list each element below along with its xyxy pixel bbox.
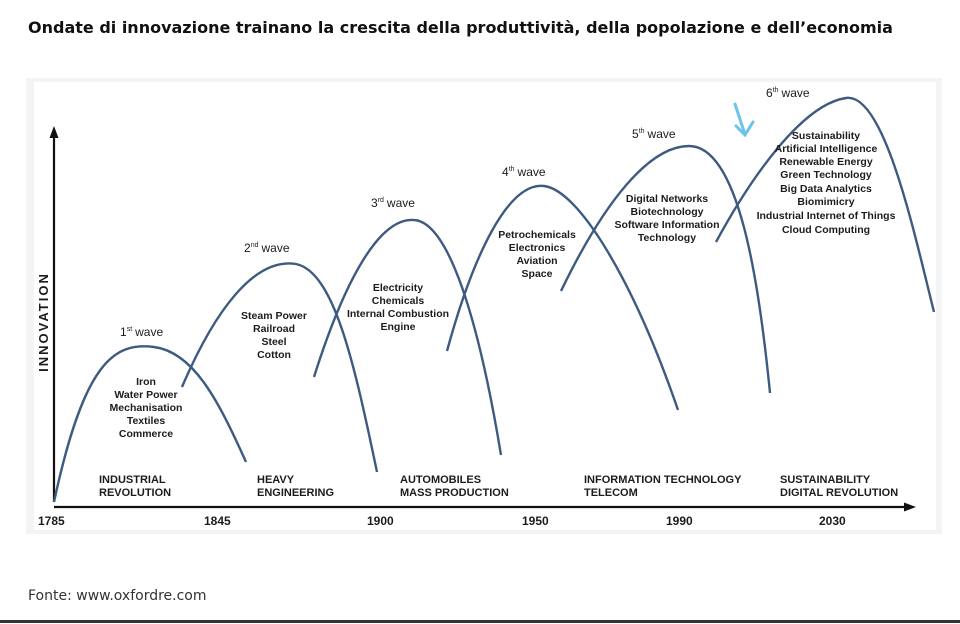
technology-item: Sustainability — [792, 130, 860, 142]
wave-3-label: 3rd wave — [371, 196, 415, 210]
technology-item: Commerce — [119, 428, 173, 440]
year-label: 2030 — [819, 514, 846, 528]
year-label: 1845 — [204, 514, 231, 528]
era-label: AUTOMOBILES — [400, 474, 481, 486]
figure-canvas: INNOVATION 1st wave 2nd wave 3rd wave 4th wa… — [34, 82, 936, 530]
technology-item: Steel — [261, 336, 286, 348]
technology-item: Biomimicry — [797, 196, 854, 208]
era-label: MASS PRODUCTION — [400, 487, 509, 499]
era-label: HEAVY — [257, 474, 295, 486]
technology-item: Aviation — [516, 255, 557, 267]
wave-2-technologies: Steam Power Railroad Steel Cotton — [241, 310, 307, 361]
wave-2-label: 2nd wave — [244, 241, 290, 255]
wave-5-curve — [559, 144, 772, 394]
technology-item: Digital Networks — [626, 193, 708, 205]
technology-item: Steam Power — [241, 310, 307, 322]
era-label: REVOLUTION — [99, 487, 171, 499]
bottom-divider — [0, 620, 960, 623]
technology-item: Technology — [638, 232, 696, 244]
wave-4-label: 4th wave — [502, 165, 546, 179]
era-labels: INDUSTRIAL REVOLUTION HEAVY ENGINEERING … — [99, 474, 898, 499]
technology-item: Cotton — [257, 349, 291, 361]
technology-item: Big Data Analytics — [780, 183, 872, 195]
innovation-waves-diagram: INNOVATION 1st wave 2nd wave 3rd wave 4th wa… — [36, 86, 936, 528]
technology-item: Electricity — [373, 282, 423, 294]
technology-item: Green Technology — [780, 169, 872, 181]
year-label: 1990 — [666, 514, 693, 528]
technology-item: Industrial Internet of Things — [757, 210, 896, 222]
era-label: ENGINEERING — [257, 487, 334, 499]
technology-item: Software Information — [614, 219, 719, 231]
technology-item: Engine — [380, 321, 415, 333]
technology-item: Electronics — [509, 242, 566, 254]
wave-5-technologies: Digital Networks Biotechnology Software … — [614, 193, 719, 244]
wave-1-curve — [52, 345, 248, 503]
year-labels: 1785 1845 1900 1950 1990 2030 — [38, 514, 846, 528]
era-label: INDUSTRIAL — [99, 474, 166, 486]
wave-4-curve — [445, 184, 680, 411]
wave-2-curve — [180, 262, 379, 473]
technology-item: Textiles — [127, 415, 165, 427]
source-caption: Fonte: www.oxfordre.com — [28, 588, 207, 604]
wave-6-technologies: Sustainability Artificial Intelligence R… — [757, 130, 896, 236]
technology-item: Renewable Energy — [779, 156, 873, 168]
y-axis-arrowhead — [49, 126, 59, 138]
year-label: 1950 — [522, 514, 549, 528]
y-axis-label: INNOVATION — [36, 272, 51, 372]
wave-3-technologies: Electricity Chemicals Internal Combustio… — [347, 282, 449, 333]
era-label: SUSTAINABILITY — [780, 474, 871, 486]
year-label: 1900 — [367, 514, 394, 528]
figure-frame: INNOVATION 1st wave 2nd wave 3rd wave 4th wa… — [26, 78, 942, 534]
wave-5-label: 5th wave — [632, 127, 676, 141]
wave-1-label: 1st wave — [120, 325, 163, 339]
era-label: DIGITAL REVOLUTION — [780, 487, 898, 499]
page-title: Ondate di innovazione trainano la cresci… — [28, 18, 893, 37]
technology-item: Internal Combustion — [347, 308, 449, 320]
technology-item: Water Power — [114, 389, 177, 401]
wave-1-technologies: Iron Water Power Mechanisation Textiles … — [110, 376, 183, 440]
technology-item: Mechanisation — [110, 402, 183, 414]
wave-3-curve — [312, 218, 503, 456]
technology-item: Space — [522, 268, 553, 280]
technology-item: Artificial Intelligence — [775, 143, 878, 155]
year-label: 1785 — [38, 514, 65, 528]
highlight-arrow-icon — [733, 102, 755, 138]
technology-item: Railroad — [253, 323, 295, 335]
x-axis-arrowhead — [904, 502, 916, 512]
era-label: INFORMATION TECHNOLOGY — [584, 474, 742, 486]
technology-item: Biotechnology — [631, 206, 704, 218]
technology-item: Petrochemicals — [498, 229, 576, 241]
technology-item: Chemicals — [372, 295, 425, 307]
wave-4-technologies: Petrochemicals Electronics Aviation Spac… — [498, 229, 576, 280]
wave-6-curve — [714, 96, 936, 313]
wave-6-label: 6th wave — [766, 86, 810, 100]
technology-item: Iron — [136, 376, 156, 388]
technology-item: Cloud Computing — [782, 224, 870, 236]
era-label: TELECOM — [584, 487, 638, 499]
